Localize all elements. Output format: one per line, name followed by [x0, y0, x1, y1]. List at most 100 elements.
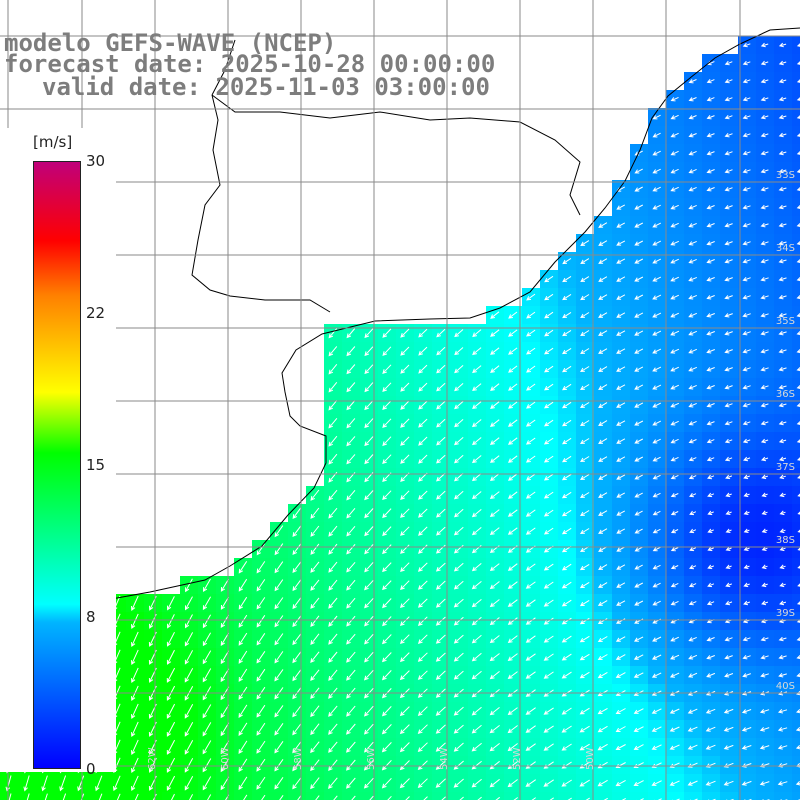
- wind-arrow: [724, 114, 733, 120]
- wind-arrow: [399, 616, 410, 627]
- wind-arrow: [778, 636, 787, 642]
- wind-cell: [594, 792, 613, 800]
- wind-arrow: [116, 793, 121, 800]
- wind-arrow: [688, 384, 697, 390]
- wind-cell: [792, 198, 800, 217]
- wind-arrow: [707, 582, 715, 588]
- wind-arrow: [202, 650, 212, 665]
- wind-arrow: [471, 599, 482, 608]
- wind-arrow: [166, 649, 175, 665]
- wind-arrow: [725, 510, 732, 515]
- wind-arrow: [134, 793, 139, 800]
- wind-arrow: [167, 614, 175, 629]
- wind-cell: [324, 792, 343, 800]
- wind-arrow: [634, 240, 644, 246]
- wind-arrow: [418, 490, 428, 500]
- wind-arrow: [544, 383, 554, 391]
- wind-arrow: [400, 436, 410, 446]
- wind-arrow: [310, 597, 320, 609]
- wind-cell: [792, 504, 800, 523]
- wind-arrow: [670, 132, 679, 138]
- wind-arrow: [723, 780, 734, 786]
- wind-arrow: [292, 579, 302, 592]
- wind-arrow: [507, 635, 518, 644]
- wind-arrow: [580, 258, 590, 264]
- wind-arrow: [724, 349, 733, 354]
- wind-arrow: [796, 366, 800, 372]
- wind-arrow: [382, 328, 392, 338]
- country-border: [211, 94, 581, 216]
- wind-arrow: [328, 579, 338, 591]
- wind-arrow: [8, 793, 12, 800]
- wind-arrow: [562, 365, 572, 373]
- wind-cell: [252, 792, 271, 800]
- wind-arrow: [185, 614, 193, 629]
- wind-cell: [72, 792, 91, 800]
- wind-cell: [126, 792, 145, 800]
- wind-arrow: [400, 508, 410, 518]
- wind-arrow: [707, 474, 715, 480]
- wind-arrow: [670, 654, 680, 660]
- wind-arrow: [634, 384, 644, 390]
- wind-cell: [720, 792, 739, 800]
- wind-speed-field: [0, 36, 800, 800]
- wind-arrow: [633, 762, 644, 768]
- wind-arrow: [561, 527, 572, 535]
- wind-arrow: [381, 759, 392, 771]
- wind-arrow: [652, 132, 661, 138]
- wind-arrow: [202, 758, 212, 773]
- wind-arrow: [598, 384, 608, 390]
- wind-cell: [486, 792, 505, 800]
- wind-arrow: [507, 455, 518, 463]
- wind-arrow: [598, 402, 608, 408]
- wind-arrow: [759, 781, 770, 786]
- wind-arrow: [706, 349, 715, 354]
- wind-arrow: [688, 150, 697, 156]
- wind-arrow: [80, 793, 85, 800]
- wind-arrow: [328, 633, 338, 645]
- country-border: [211, 39, 236, 96]
- wind-cell: [0, 792, 19, 800]
- wind-arrow: [310, 705, 320, 718]
- wind-arrow: [382, 364, 392, 374]
- wind-arrow: [41, 775, 48, 792]
- wind-arrow: [616, 510, 626, 516]
- wind-arrow: [796, 312, 800, 318]
- wind-arrow: [525, 563, 536, 571]
- wind-cell: [792, 306, 800, 325]
- wind-arrow: [725, 528, 732, 533]
- wind-arrow: [256, 543, 266, 556]
- wind-arrow: [778, 78, 787, 84]
- wind-arrow: [598, 294, 608, 300]
- wind-arrow: [184, 650, 194, 665]
- wind-arrow: [310, 615, 320, 628]
- wind-arrow: [400, 382, 410, 392]
- wind-arrow: [77, 775, 85, 792]
- wind-arrow: [435, 580, 446, 590]
- wind-arrow: [760, 42, 769, 48]
- wind-arrow: [346, 759, 356, 771]
- wind-arrow: [489, 491, 500, 500]
- wind-arrow: [561, 491, 572, 499]
- wind-arrow: [634, 420, 644, 426]
- wind-arrow: [382, 508, 392, 519]
- wind-arrow: [310, 579, 320, 591]
- colorbar-tick-8: 8: [86, 608, 96, 626]
- wind-arrow: [778, 186, 787, 192]
- wind-arrow: [328, 525, 338, 537]
- wind-cell: [378, 792, 397, 800]
- wind-arrow: [760, 60, 769, 66]
- wind-arrow: [202, 578, 211, 592]
- wind-arrow: [706, 438, 715, 444]
- wind-arrow: [618, 797, 626, 800]
- wind-arrow: [706, 672, 716, 678]
- wind-arrow: [489, 437, 500, 445]
- wind-arrow: [652, 330, 662, 336]
- wind-cell: [792, 108, 800, 127]
- wind-arrow: [184, 721, 194, 737]
- wind-arrow: [652, 294, 662, 300]
- wind-arrow: [670, 565, 679, 570]
- wind-arrow: [364, 508, 374, 519]
- wind-arrow: [779, 456, 787, 462]
- wind-arrow: [778, 150, 787, 156]
